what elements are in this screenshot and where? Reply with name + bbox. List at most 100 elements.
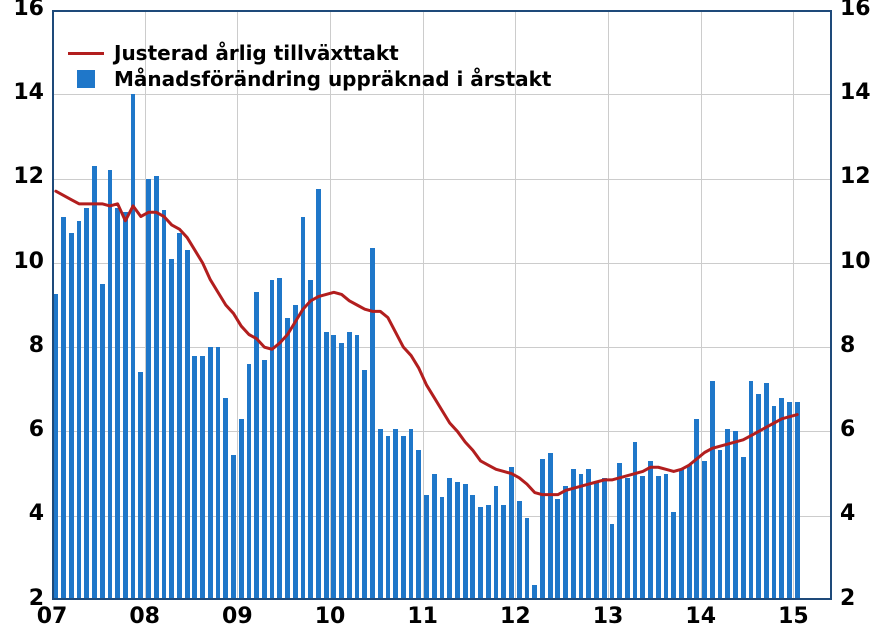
bar [370,248,375,600]
bar [586,469,591,600]
bar [795,402,800,600]
bar [254,292,259,600]
bar [262,360,267,600]
x-tick-label: 13 [588,604,628,629]
bar [216,347,221,600]
legend: Justerad årlig tillväxttaktMånadsförändr… [60,36,560,96]
y-tick-label-right: 4 [840,501,855,526]
bar [169,259,174,600]
legend-label: Månadsförändring uppräknad i årstakt [114,67,552,91]
bar [301,217,306,601]
plot-area [52,10,832,600]
bar [316,189,321,600]
x-tick-label: 08 [125,604,165,629]
bar [84,208,89,600]
bar [177,233,182,600]
gridline-vertical [608,10,609,600]
bar [555,499,560,600]
bar [123,212,128,600]
bar [331,335,336,601]
bar [154,176,159,600]
bar [339,343,344,600]
bar [733,431,738,600]
bar [223,398,228,600]
y-tick-label-right: 2 [840,586,855,611]
bar [432,474,437,600]
bar [548,453,553,601]
bar [687,465,692,600]
bar [69,233,74,600]
bar [633,442,638,600]
bar [324,332,329,600]
bar [671,512,676,601]
bar [378,429,383,600]
bar [285,318,290,600]
bar [779,398,784,600]
bar [108,170,113,600]
bar [293,305,298,600]
bar [486,505,491,600]
bar [61,217,66,601]
bar [455,482,460,600]
legend-swatch-bar [77,70,95,88]
bar [239,419,244,600]
bar [679,469,684,600]
legend-item: Månadsförändring uppräknad i årstakt [68,66,552,92]
bar [571,469,576,600]
bar [540,459,545,600]
y-tick-label-left: 6 [0,417,44,442]
bar [208,347,213,600]
bar [447,478,452,600]
bar [393,429,398,600]
bar [92,166,97,600]
y-tick-label-left: 8 [0,333,44,358]
bar [617,463,622,600]
x-tick-label: 14 [681,604,721,629]
y-tick-label-right: 10 [840,249,871,274]
legend-item: Justerad årlig tillväxttakt [68,40,552,66]
y-tick-label-right: 8 [840,333,855,358]
bar [308,280,313,600]
growth-rate-chart: 2244668810101212141416160708091011121314… [0,0,884,638]
bar [231,455,236,600]
gridline-horizontal [52,179,832,180]
bar [192,356,197,600]
x-tick-label: 09 [217,604,257,629]
bar [718,450,723,600]
y-tick-label-right: 6 [840,417,855,442]
bar [131,94,136,600]
bar [270,280,275,600]
bar [610,524,615,600]
y-tick-label-left: 14 [0,80,44,105]
bar [77,221,82,600]
bar [162,210,167,600]
bar [501,505,506,600]
bar [440,497,445,600]
y-tick-label-left: 10 [0,249,44,274]
bar [764,383,769,600]
y-tick-label-left: 4 [0,501,44,526]
bar [478,507,483,600]
bar [517,501,522,600]
bar [386,436,391,600]
bar [756,394,761,601]
bar [563,486,568,600]
y-tick-label-right: 12 [840,164,871,189]
y-tick-label-right: 14 [840,80,871,105]
legend-swatch-line [68,52,104,55]
y-tick-label-right: 16 [840,0,871,21]
bar [409,429,414,600]
y-tick-label-left: 16 [0,0,44,21]
bar [710,381,715,600]
bar [532,585,537,600]
bar [494,486,499,600]
bar [247,364,252,600]
bar [347,332,352,600]
bar [115,208,120,600]
bar [772,406,777,600]
bar [640,476,645,600]
bar [625,478,630,600]
x-tick-label: 11 [403,604,443,629]
x-tick-label: 07 [32,604,72,629]
bar [416,450,421,600]
